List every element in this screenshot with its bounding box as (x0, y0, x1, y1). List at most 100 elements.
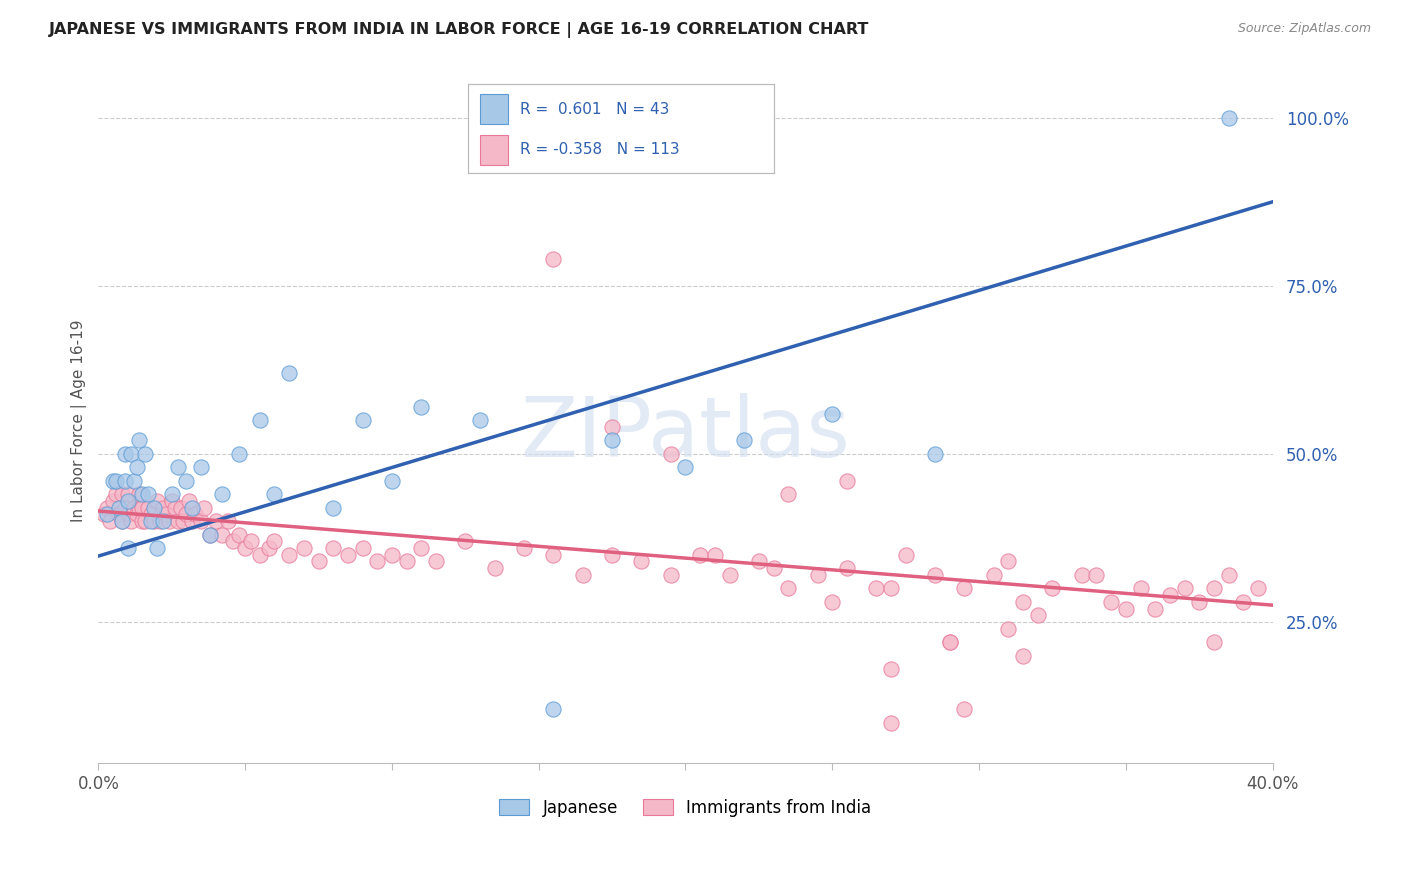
Point (1202, 582, 1225, 596)
Point (257, 541, 280, 555)
Point (125, 508, 148, 522)
Point (659, 447, 682, 461)
Point (924, 447, 946, 461)
Point (659, 568, 682, 582)
Point (865, 582, 887, 596)
Point (143, 500, 166, 515)
Point (278, 366, 301, 380)
Point (322, 541, 344, 555)
Point (111, 514, 134, 528)
Point (160, 494, 183, 508)
Point (675, 460, 697, 475)
Point (176, 508, 198, 522)
Point (146, 541, 169, 555)
Point (821, 595, 844, 609)
Point (600, 420, 623, 434)
Point (778, 582, 800, 596)
Point (953, 702, 976, 716)
Point (997, 554, 1019, 568)
Point (468, 413, 491, 427)
Point (104, 487, 127, 501)
Point (176, 474, 198, 488)
Point (152, 500, 174, 515)
Point (152, 514, 174, 528)
Point (352, 541, 374, 555)
Point (938, 635, 960, 649)
Point (157, 514, 180, 528)
Point (880, 582, 903, 596)
Point (184, 508, 207, 522)
Point (117, 541, 139, 555)
Point (114, 447, 136, 461)
Point (122, 500, 145, 515)
Point (128, 487, 150, 501)
Point (114, 474, 136, 488)
Point (111, 514, 134, 528)
Point (1218, 111, 1240, 125)
Point (169, 500, 191, 515)
Point (292, 541, 315, 555)
Point (1070, 568, 1092, 582)
Point (997, 622, 1019, 636)
Point (155, 508, 177, 522)
Point (278, 548, 301, 562)
Point (193, 500, 215, 515)
Point (630, 554, 652, 568)
Point (484, 561, 506, 575)
Point (1173, 582, 1195, 596)
Point (718, 568, 741, 582)
Point (425, 554, 447, 568)
Point (733, 434, 755, 448)
Point (117, 494, 139, 508)
Point (880, 662, 903, 676)
Point (134, 514, 156, 528)
Point (381, 548, 404, 562)
Point (166, 460, 188, 475)
Point (703, 548, 725, 562)
Point (114, 500, 136, 515)
Point (93, 508, 115, 522)
Point (96, 508, 118, 522)
Point (125, 460, 148, 475)
Point (600, 434, 623, 448)
Text: JAPANESE VS IMMIGRANTS FROM INDIA IN LABOR FORCE | AGE 16-19 CORRELATION CHART: JAPANESE VS IMMIGRANTS FROM INDIA IN LAB… (49, 22, 869, 38)
Point (108, 508, 131, 522)
Point (211, 487, 233, 501)
Point (131, 487, 153, 501)
Point (1129, 582, 1152, 596)
Point (807, 568, 830, 582)
Point (117, 487, 139, 501)
Point (308, 554, 330, 568)
Point (322, 500, 344, 515)
Point (263, 487, 285, 501)
Point (1115, 601, 1137, 615)
Point (98, 514, 121, 528)
Point (689, 548, 711, 562)
Point (120, 447, 142, 461)
Point (953, 582, 976, 596)
Point (136, 487, 159, 501)
Point (179, 494, 201, 508)
Point (880, 715, 903, 730)
Point (411, 541, 433, 555)
Point (263, 534, 285, 549)
Point (149, 514, 172, 528)
Point (141, 514, 163, 528)
Point (211, 527, 233, 541)
Point (1099, 595, 1122, 609)
Point (1159, 588, 1181, 602)
Point (136, 500, 159, 515)
Point (381, 474, 404, 488)
Point (190, 514, 212, 528)
Point (143, 514, 166, 528)
Text: Source: ZipAtlas.com: Source: ZipAtlas.com (1237, 22, 1371, 36)
Point (336, 548, 359, 562)
Point (120, 514, 142, 528)
Point (1085, 568, 1108, 582)
Point (411, 400, 433, 414)
Point (1247, 582, 1270, 596)
Text: ZIPatlas: ZIPatlas (520, 393, 851, 475)
Point (352, 413, 374, 427)
Point (1012, 648, 1035, 663)
Point (454, 534, 477, 549)
